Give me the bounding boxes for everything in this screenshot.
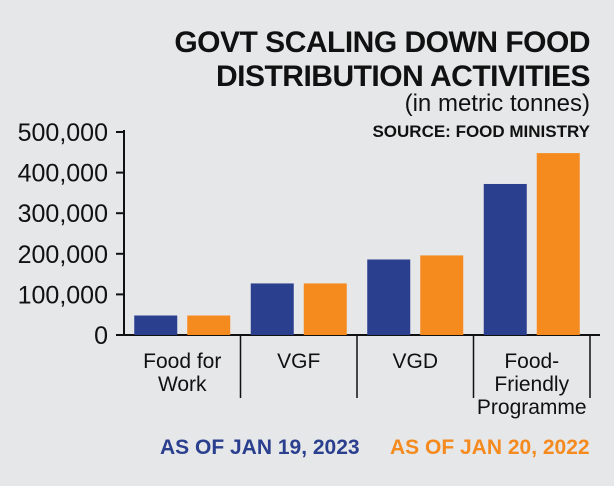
x-tick-label: Work <box>158 373 207 396</box>
y-tick-label: 500,000 <box>18 119 108 147</box>
chart-title: GOVT SCALING DOWN FOOD DISTRIBUTION ACTI… <box>174 26 590 94</box>
y-tick-label: 100,000 <box>18 281 108 309</box>
x-tick-label: Food- <box>504 350 559 373</box>
source-note: SOURCE: FOOD MINISTRY <box>372 122 590 141</box>
x-tick-label: Friendly <box>494 373 569 396</box>
bar-2023 <box>367 259 411 335</box>
y-tick-label: 300,000 <box>18 200 108 228</box>
bar-2023 <box>134 315 178 335</box>
bar-2022 <box>187 315 231 335</box>
bar-2022 <box>420 255 464 335</box>
legend-entry-2022: AS OF JAN 20, 2022 <box>390 436 590 459</box>
x-tick-label: Programme <box>477 396 587 419</box>
bar-2022 <box>536 153 580 335</box>
chart-subtitle: (in metric tonnes) <box>404 90 590 117</box>
chart-title-line-1: GOVT SCALING DOWN FOOD <box>174 26 590 59</box>
bar-2023 <box>250 283 294 335</box>
x-tick-label: Food for <box>143 350 221 373</box>
chart-title-line-2: DISTRIBUTION ACTIVITIES <box>215 60 591 93</box>
bar-2022 <box>303 283 347 335</box>
y-tick-label: 400,000 <box>18 160 108 188</box>
y-tick-label: 0 <box>94 322 108 350</box>
x-tick-label: VGD <box>392 350 438 373</box>
legend-entry-2023: AS OF JAN 19, 2023 <box>160 436 360 459</box>
x-tick-label: VGF <box>277 350 320 373</box>
bar-2023 <box>483 183 527 335</box>
y-tick-label: 200,000 <box>18 241 108 269</box>
